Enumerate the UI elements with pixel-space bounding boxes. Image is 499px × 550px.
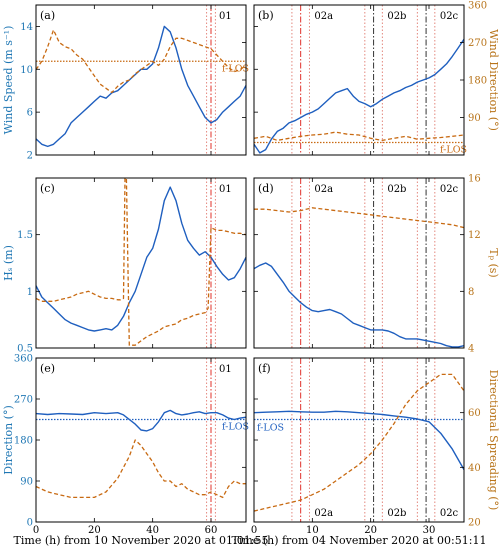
panel-label: (b) xyxy=(258,9,274,22)
y2-tick-label: 40 xyxy=(468,463,481,474)
chart-panel: 01 f-LOS (a) 2 6 10 14 Wind Speed (m s⁻¹) xyxy=(2,4,249,162)
y-tick-label: 180 xyxy=(14,436,33,447)
primary-series-line xyxy=(253,410,465,470)
event-label: 02b xyxy=(387,508,406,519)
panel-frame xyxy=(253,177,465,349)
x-axis-label-left: Time (h) from 10 November 2020 at 01:01:… xyxy=(14,534,269,547)
y2-tick-label: 60 xyxy=(468,408,481,419)
primary-series-line xyxy=(35,186,247,332)
y-axis-title: Hₛ (m) xyxy=(2,245,15,281)
y2-tick-label: 180 xyxy=(468,76,487,87)
y-tick-label: 1 xyxy=(27,287,33,298)
y2-tick-label: 12 xyxy=(468,230,481,241)
panel-label: (a) xyxy=(40,9,55,22)
chart-panel: 02a 02b 02c f-LOS (f) 0 10 20 30 20 40 60 Directiona… xyxy=(251,357,499,536)
event-label: 01 xyxy=(219,184,232,195)
y-tick-label: 0.5 xyxy=(17,344,33,355)
y-tick-label: 360 xyxy=(14,354,33,365)
reference-line-label: f-LOS xyxy=(222,63,249,74)
event-label: 02a xyxy=(314,508,333,519)
event-label: 01 xyxy=(219,11,232,22)
secondary-series-line xyxy=(253,131,465,142)
x-tick-label: 20 xyxy=(364,525,377,536)
panel-label: (f) xyxy=(258,362,271,375)
y-tick-label: 2 xyxy=(27,151,33,162)
y2-tick-label: 270 xyxy=(468,38,487,49)
y2-tick-label: 4 xyxy=(468,344,474,355)
event-label: 02c xyxy=(440,184,459,195)
y2-tick-label: 20 xyxy=(468,518,481,529)
y2-tick-label: 90 xyxy=(468,113,481,124)
x-tick-label: 30 xyxy=(423,525,436,536)
y-axis-title: Wind Speed (m s⁻¹) xyxy=(2,26,15,135)
panel-frame xyxy=(35,357,247,523)
secondary-series-line xyxy=(253,373,465,512)
panel-frame xyxy=(253,357,465,523)
chart-panel: 02a 02b 02c f-LOS (b) 90 180 270 360 Wind Directi… xyxy=(253,1,499,156)
x-tick-label: 40 xyxy=(146,525,159,536)
reference-line-label: f-LOS xyxy=(222,422,249,433)
panel-label: (c) xyxy=(40,182,55,195)
y-tick-label: 14 xyxy=(20,22,33,33)
event-label: 02c xyxy=(440,11,459,22)
x-tick-label: 0 xyxy=(251,525,257,536)
panel-label: (d) xyxy=(258,182,274,195)
primary-series-line xyxy=(253,262,465,348)
y2-axis-title: Directional Spreading (°) xyxy=(487,370,499,511)
chart-panel: 02a 02b 02c (d) 4 8 12 16 Tₚ (s) xyxy=(253,174,499,355)
x-tick-label: 10 xyxy=(306,525,319,536)
y-tick-label: 10 xyxy=(20,65,33,76)
y-axis-title: Direction (°) xyxy=(2,405,15,475)
x-tick-label: 0 xyxy=(33,525,39,536)
y-tick-label: 1.5 xyxy=(17,230,33,241)
event-label: 02a xyxy=(314,184,333,195)
panel-frame xyxy=(35,177,247,349)
y2-axis-title: Wind Direction (°) xyxy=(487,29,499,131)
x-tick-label: 20 xyxy=(88,525,101,536)
primary-series-line xyxy=(253,38,465,154)
x-tick-label: 60 xyxy=(205,525,218,536)
chart-panel: 01 f-LOS (e) 0 20 40 60 0 90 180 270 360 Direction (… xyxy=(2,354,249,537)
y-tick-label: 6 xyxy=(27,108,33,119)
event-label: 01 xyxy=(219,364,232,375)
y2-tick-label: 16 xyxy=(468,174,481,185)
y-tick-label: 0 xyxy=(27,518,33,529)
secondary-series-line xyxy=(35,177,247,346)
primary-series-line xyxy=(35,25,247,148)
panel-frame xyxy=(253,4,465,156)
y2-tick-label: 8 xyxy=(468,287,474,298)
reference-line-label: f-LOS xyxy=(257,423,284,434)
panel-label: (e) xyxy=(40,362,55,375)
y2-axis-title: Tₚ (s) xyxy=(487,248,499,277)
y-tick-label: 270 xyxy=(14,395,33,406)
x-axis-label-right: Time (h) from 04 November 2020 at 00:51:… xyxy=(232,534,487,547)
event-label: 02b xyxy=(387,184,406,195)
primary-series-line xyxy=(35,409,247,432)
reference-line-label: f-LOS xyxy=(440,145,467,156)
event-label: 02c xyxy=(440,508,459,519)
y-tick-label: 90 xyxy=(20,477,33,488)
secondary-series-line xyxy=(35,439,246,499)
event-label: 02b xyxy=(387,11,406,22)
chart-panel: 01 (c) 0.5 1 1.5Hₛ (m) xyxy=(2,177,247,355)
panel-frame xyxy=(35,4,247,156)
secondary-series-line xyxy=(254,207,465,229)
y2-tick-label: 360 xyxy=(468,1,487,12)
event-label: 02a xyxy=(314,11,333,22)
